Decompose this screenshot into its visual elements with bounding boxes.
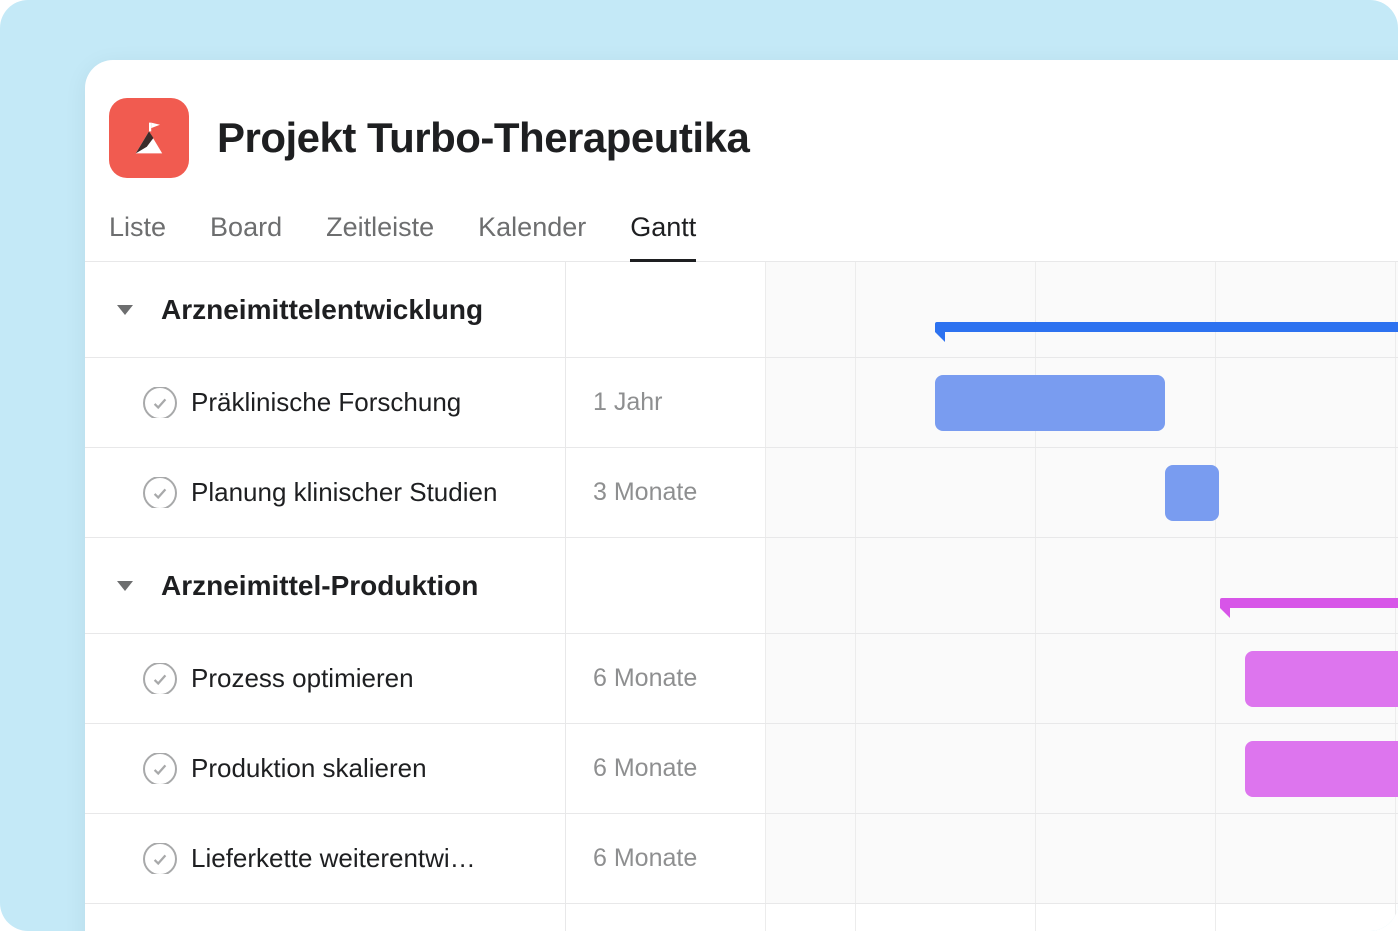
section-duration-cell: [565, 538, 765, 634]
section-gantt-row: [765, 538, 1398, 634]
task-name: Präklinische Forschung: [85, 387, 461, 418]
view-tabs: Liste Board Zeitleiste Kalender Gantt: [85, 206, 1398, 262]
task-duration-cell: 3 Monate: [565, 448, 765, 538]
task-duration-cell: 6 Monate: [565, 724, 765, 814]
section-duration-cell: [565, 262, 765, 358]
chevron-down-icon: [117, 305, 133, 315]
check-circle-icon[interactable]: [143, 663, 177, 694]
task-duration-cell: 6 Monate: [565, 814, 765, 904]
section-title: Arzneimittelentwicklung: [85, 294, 483, 326]
section-bracket: [935, 322, 1398, 340]
duration-column: 1 Jahr 3 Monate 6 Monate 6 Monate 6 Monate: [565, 262, 765, 904]
task-gantt-row: [765, 448, 1398, 538]
task-name: Produktion skalieren: [85, 753, 427, 784]
task-name: Prozess optimieren: [85, 663, 414, 694]
section-title: Arzneimittel-Produktion: [85, 570, 478, 602]
tab-board[interactable]: Board: [210, 206, 282, 262]
app-window: Projekt Turbo-Therapeutika Liste Board Zei…: [85, 60, 1398, 931]
section-bracket: [1220, 598, 1398, 616]
task-name: Lieferkette weiterentwi…: [85, 843, 476, 874]
task-row[interactable]: Präklinische Forschung: [85, 358, 565, 448]
backdrop: Projekt Turbo-Therapeutika Liste Board Zei…: [0, 0, 1398, 931]
tab-liste[interactable]: Liste: [109, 206, 166, 262]
task-duration-cell: 6 Monate: [565, 634, 765, 724]
check-circle-icon[interactable]: [143, 387, 177, 418]
gantt-area: [765, 262, 1398, 904]
task-duration: 1 Jahr: [565, 388, 662, 417]
gantt-bar[interactable]: [1245, 651, 1398, 707]
section-header[interactable]: Arzneimittel-Produktion: [85, 538, 565, 634]
gantt-rows: [765, 262, 1398, 904]
gantt-bar[interactable]: [1245, 741, 1398, 797]
tab-gantt[interactable]: Gantt: [630, 206, 696, 262]
task-row[interactable]: Lieferkette weiterentwi…: [85, 814, 565, 904]
tab-kalender[interactable]: Kalender: [478, 206, 586, 262]
gantt-timeline-column[interactable]: [765, 262, 1398, 904]
project-icon[interactable]: [109, 98, 189, 178]
task-row[interactable]: Planung klinischer Studien: [85, 448, 565, 538]
gantt-bar[interactable]: [935, 375, 1165, 431]
mountain-flag-icon: [127, 116, 171, 160]
task-row[interactable]: Produktion skalieren: [85, 724, 565, 814]
task-duration: 6 Monate: [565, 844, 697, 873]
gantt-bar[interactable]: [1165, 465, 1219, 521]
chevron-down-icon: [117, 581, 133, 591]
check-circle-icon[interactable]: [143, 477, 177, 508]
task-duration: 3 Monate: [565, 478, 697, 507]
project-title: Projekt Turbo-Therapeutika: [217, 114, 749, 162]
task-duration: 6 Monate: [565, 754, 697, 783]
tab-zeitleiste[interactable]: Zeitleiste: [326, 206, 434, 262]
task-name-column: Arzneimittelentwicklung Präklinische Fors…: [85, 262, 565, 904]
task-row[interactable]: Prozess optimieren: [85, 634, 565, 724]
task-name: Planung klinischer Studien: [85, 477, 497, 508]
task-duration-cell: 1 Jahr: [565, 358, 765, 448]
task-gantt-row: [765, 358, 1398, 448]
section-header[interactable]: Arzneimittelentwicklung: [85, 262, 565, 358]
section-gantt-row: [765, 262, 1398, 358]
task-gantt-row: [765, 724, 1398, 814]
check-circle-icon[interactable]: [143, 843, 177, 874]
task-gantt-row: [765, 634, 1398, 724]
check-circle-icon[interactable]: [143, 753, 177, 784]
task-duration: 6 Monate: [565, 664, 697, 693]
project-header: Projekt Turbo-Therapeutika: [85, 60, 1398, 206]
task-gantt-row: [765, 814, 1398, 904]
